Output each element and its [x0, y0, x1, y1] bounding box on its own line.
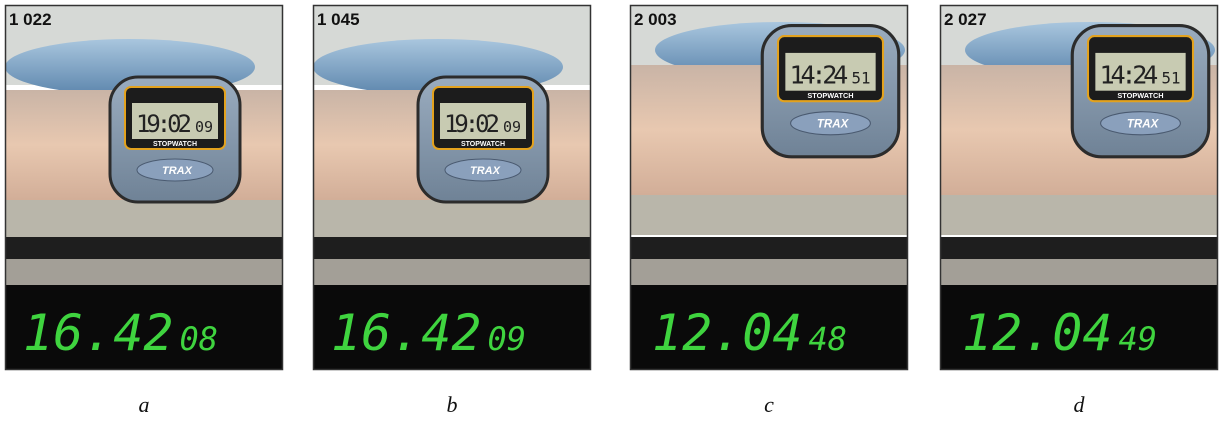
shelf — [940, 195, 1218, 235]
watch-time: 14:24 — [1100, 60, 1159, 89]
watch-seconds: 51 — [1162, 68, 1181, 87]
watch-label: STOPWATCH — [461, 141, 505, 148]
shelf-lower — [5, 259, 283, 285]
led-main: 12.04 — [652, 304, 803, 362]
brand: TRAX — [1127, 118, 1160, 130]
led-main: 16.42 — [23, 304, 174, 362]
shelf — [630, 195, 908, 235]
watch-seconds: 09 — [195, 118, 213, 136]
shelf-gap — [5, 237, 283, 259]
led-seconds: 09 — [488, 320, 527, 358]
shelf-gap — [630, 237, 908, 259]
frame-number: 1 022 — [9, 10, 52, 29]
figure: 19:0209STOPWATCHTRAX16.42081 022a19:0209… — [0, 0, 1226, 421]
watch-label: STOPWATCH — [1117, 91, 1163, 100]
shelf — [5, 200, 283, 240]
brand: TRAX — [162, 165, 193, 177]
frame-number: 2 027 — [944, 10, 987, 29]
led-seconds: 08 — [180, 320, 219, 358]
watch-label: STOPWATCH — [153, 141, 197, 148]
led-main: 16.42 — [331, 304, 482, 362]
shelf-lower — [940, 259, 1218, 285]
caption: a — [139, 392, 150, 417]
shelf-lower — [313, 259, 591, 285]
brand: TRAX — [817, 118, 850, 130]
led-seconds: 48 — [809, 320, 848, 358]
brand: TRAX — [470, 165, 501, 177]
watch-seconds: 51 — [852, 68, 871, 87]
shelf-gap — [313, 237, 591, 259]
watch-time: 14:24 — [790, 60, 849, 89]
watch-label: STOPWATCH — [807, 91, 853, 100]
frame-number: 2 003 — [634, 10, 677, 29]
led-main: 12.04 — [962, 304, 1113, 362]
frame-number: 1 045 — [317, 10, 360, 29]
caption: c — [764, 392, 774, 417]
caption: b — [447, 392, 458, 417]
watch-time: 19:02 — [444, 110, 500, 138]
caption: d — [1074, 392, 1086, 417]
shelf — [313, 200, 591, 240]
led-seconds: 49 — [1119, 320, 1158, 358]
shelf-lower — [630, 259, 908, 285]
watch-time: 19:02 — [136, 110, 192, 138]
shelf-gap — [940, 237, 1218, 259]
watch-seconds: 09 — [503, 118, 521, 136]
